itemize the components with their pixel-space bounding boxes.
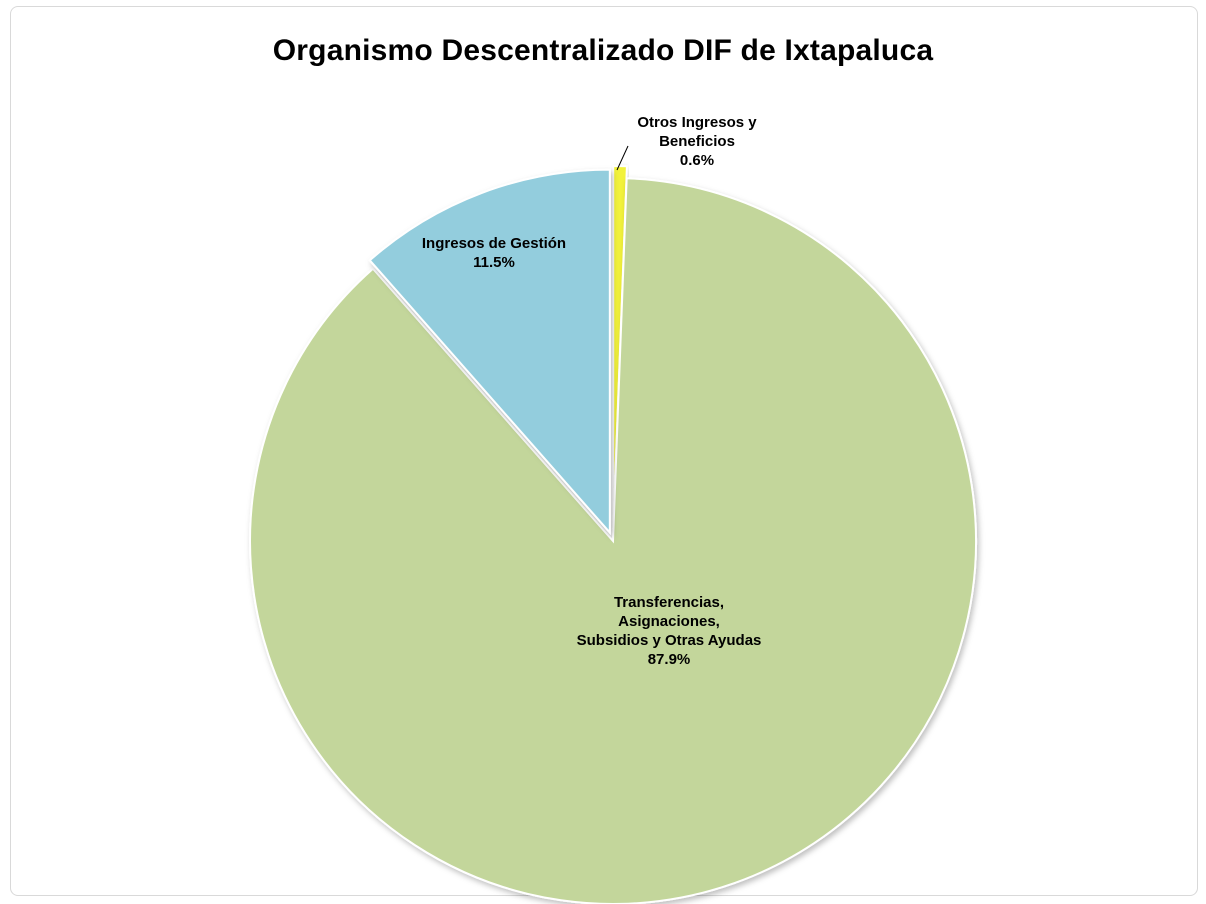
slice-name-label: Ingresos de Gestión: [422, 235, 566, 252]
slice-name-label: Asignaciones,: [618, 613, 720, 630]
slice-label-1: Otros Ingresos y Beneficios 0.6%: [637, 114, 757, 169]
slice-value-label: 87.9%: [648, 651, 691, 668]
slice-name-label: Transferencias,: [614, 594, 724, 611]
slice-label-3: Ingresos de Gestión 11.5%: [422, 235, 566, 271]
slice-value-label: 0.6%: [680, 152, 714, 169]
slice-name-label: Subsidios y Otras Ayudas: [577, 632, 762, 649]
pie-slice-3: [368, 168, 611, 536]
pie-slice-2: [249, 177, 977, 904]
slice-value-label: 11.5%: [473, 254, 515, 271]
leader-line: [616, 145, 629, 171]
slice-name-label: Beneficios: [659, 133, 735, 150]
chart-title: Organismo Descentralizado DIF de Ixtapal…: [272, 34, 934, 67]
slice-label-2: Transferencias, Asignaciones, Subsidios y …: [577, 594, 762, 668]
slice-name-label: Otros Ingresos y: [637, 114, 757, 131]
